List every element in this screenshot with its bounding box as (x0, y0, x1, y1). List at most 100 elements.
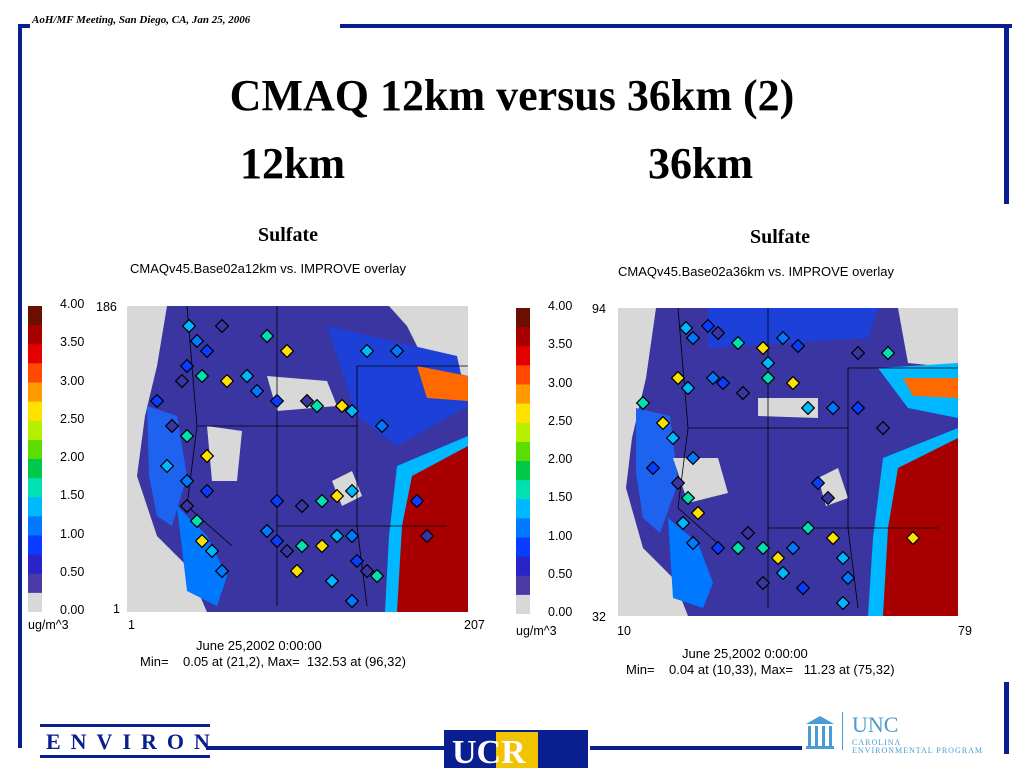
frame-bottom-1 (206, 746, 446, 750)
improve-site-marker (678, 320, 694, 336)
improve-site-marker (775, 565, 791, 581)
colorbar-tick-label: 2.50 (548, 413, 573, 428)
improve-site-marker (259, 523, 275, 539)
improve-site-marker (149, 393, 165, 409)
improve-site-marker (905, 530, 921, 546)
improve-site-marker (179, 498, 195, 514)
improve-site-marker (755, 540, 771, 556)
colorbar-swatch (516, 518, 530, 538)
improve-site-marker (199, 483, 215, 499)
frame-top-left (18, 24, 30, 28)
improve-site-marker (219, 373, 235, 389)
colorbar-swatch (516, 384, 530, 405)
improve-site-marker (199, 448, 215, 464)
improve-site-marker (835, 550, 851, 566)
improve-site-marker (314, 538, 330, 554)
improve-site-marker (665, 430, 681, 446)
colorbar-swatch (516, 308, 530, 328)
desert-white-1 (673, 458, 728, 503)
improve-site-marker (690, 505, 706, 521)
colorbar-swatch (516, 422, 530, 443)
improve-site-marker (840, 570, 856, 586)
unc-logo-sub1: CAROLINA (852, 738, 902, 747)
improve-site-marker (800, 400, 816, 416)
improve-site-marker (835, 595, 851, 611)
colorbar-tick-label: 0.00 (60, 603, 85, 617)
frame-bottom-2 (590, 746, 802, 750)
improve-site-marker (810, 475, 826, 491)
improve-site-marker (324, 573, 340, 589)
colorbar-swatch (516, 365, 530, 385)
desert-white-2 (758, 398, 818, 418)
y-bottom-label-36km: 32 (592, 610, 606, 624)
improve-site-marker (790, 338, 806, 354)
y-bottom-label-12km: 1 (113, 602, 120, 616)
y-top-label-36km: 94 (592, 302, 606, 316)
colorbar-swatch (516, 499, 530, 519)
improve-site-marker (344, 483, 360, 499)
colorbar-tick-label: 3.50 (60, 335, 85, 350)
improve-site-marker (730, 335, 746, 351)
improve-markers-12km (149, 318, 435, 609)
improve-site-marker (770, 550, 786, 566)
meeting-header: AoH/MF Meeting, San Diego, CA, Jan 25, 2… (32, 14, 251, 26)
improve-site-marker (880, 345, 896, 361)
north-hot-band (417, 366, 468, 401)
colorbar-tick-label: 1.50 (548, 490, 573, 505)
colorbar-swatch (28, 516, 42, 536)
unc-logo-sub2: ENVIRONMENTAL PROGRAM (852, 746, 983, 755)
improve-site-marker (680, 380, 696, 396)
improve-site-marker (389, 343, 405, 359)
ucr-logo: UCR (444, 730, 588, 768)
improve-site-marker (369, 568, 385, 584)
date-36km: June 25,2002 0:00:00 (682, 646, 808, 661)
map-12km (127, 306, 468, 612)
improve-site-marker (850, 345, 866, 361)
improve-site-marker (655, 415, 671, 431)
ucr-logo-graphic: UCR (444, 730, 588, 768)
colorbar-tick-label: 0.00 (548, 605, 573, 619)
resolution-label-right: 36km (648, 139, 754, 188)
improve-site-marker (710, 325, 726, 341)
colorbar-tick-label: 1.00 (548, 528, 573, 543)
unc-columns-icon (806, 716, 834, 749)
improve-site-marker (159, 458, 175, 474)
improve-site-marker (174, 373, 190, 389)
colorbar-swatch (28, 554, 42, 575)
colorbar-tick-label: 4.00 (548, 299, 573, 313)
unc-divider (842, 712, 843, 750)
colorbar-tick-label: 1.50 (60, 488, 85, 503)
improve-site-marker (294, 538, 310, 554)
improve-site-marker (850, 400, 866, 416)
improve-site-marker (785, 375, 801, 391)
improve-site-marker (680, 490, 696, 506)
improve-site-marker (179, 428, 195, 444)
improve-site-marker (194, 368, 210, 384)
y-top-label-12km: 186 (96, 300, 117, 314)
improve-site-marker (825, 400, 841, 416)
improve-site-marker (735, 385, 751, 401)
colorbar-swatch (28, 592, 42, 612)
svg-text:UCR: UCR (452, 734, 526, 768)
north-band (708, 308, 878, 348)
colorbar-unit-12km: ug/m^3 (28, 618, 69, 632)
improve-site-marker (329, 528, 345, 544)
frame-right-top (1004, 24, 1009, 204)
improve-site-marker (249, 383, 265, 399)
improve-markers-36km (635, 318, 921, 611)
minmax-36km: Min= 0.04 at (10,33), Max= 11.23 at (75,… (626, 662, 895, 677)
colorbar-unit-36km: ug/m^3 (516, 624, 557, 638)
panel-36km-title: Sulfate (750, 226, 810, 248)
improve-site-marker (705, 370, 721, 386)
colorbar-swatch (28, 363, 42, 383)
x-left-label-12km: 1 (128, 618, 135, 632)
x-right-label-12km: 207 (464, 618, 485, 632)
improve-site-marker (299, 393, 315, 409)
improve-site-marker (795, 580, 811, 596)
improve-site-marker (344, 403, 360, 419)
improve-site-marker (785, 540, 801, 556)
improve-site-marker (214, 563, 230, 579)
improve-site-marker (279, 543, 295, 559)
colorbar-tick-label: 3.00 (60, 373, 85, 388)
colorbar-swatch (516, 556, 530, 577)
